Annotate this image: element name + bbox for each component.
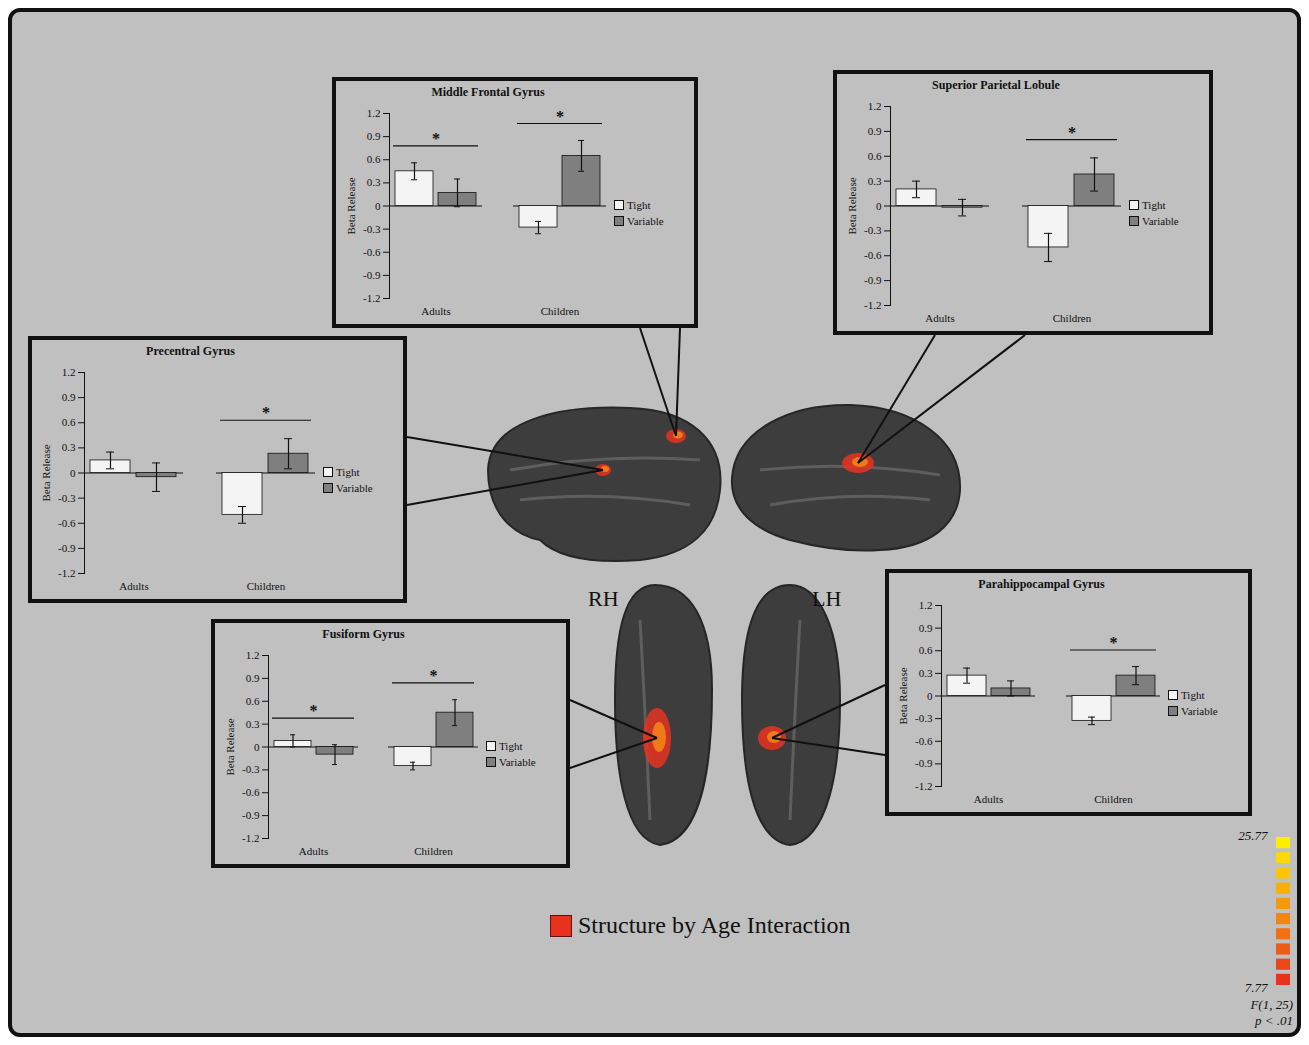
html-text:F(1, 25): F(1, 25) xyxy=(1250,997,1293,1012)
html-text:Parahippocampal Gyrus: Parahippocampal Gyrus xyxy=(978,577,1105,591)
svg-text:0.3: 0.3 xyxy=(868,175,882,187)
svg-text:0: 0 xyxy=(927,690,933,702)
svg-text:-0.6: -0.6 xyxy=(864,249,882,261)
html-text:Fusiform Gyrus: Fusiform Gyrus xyxy=(322,627,405,641)
svg-text:-1.2: -1.2 xyxy=(58,567,75,579)
html-text:Variable: Variable xyxy=(627,214,664,227)
svg-text:-0.3: -0.3 xyxy=(915,712,933,724)
svg-text:-0.9: -0.9 xyxy=(242,809,260,821)
html-text:Tight: Tight xyxy=(499,739,523,752)
svg-text:-0.9: -0.9 xyxy=(915,757,933,769)
svg-text:Beta Release: Beta Release xyxy=(345,177,357,234)
svg-text:0: 0 xyxy=(254,741,260,753)
html-text:Variable: Variable xyxy=(499,755,536,768)
html-text:RH: RH xyxy=(588,586,619,611)
svg-text:-1.2: -1.2 xyxy=(864,299,881,311)
svg-text:*: * xyxy=(432,130,440,147)
svg-text:0.9: 0.9 xyxy=(246,672,260,684)
svg-text:0.9: 0.9 xyxy=(868,125,882,137)
svg-text:Beta Release: Beta Release xyxy=(224,718,236,775)
svg-text:-0.6: -0.6 xyxy=(915,735,933,747)
svg-text:Children: Children xyxy=(414,845,453,857)
svg-text:-0.3: -0.3 xyxy=(242,763,260,775)
svg-text:-1.2: -1.2 xyxy=(915,780,932,792)
html-text:Variable: Variable xyxy=(1181,704,1218,717)
svg-text:0: 0 xyxy=(375,200,381,212)
html-text:Tight: Tight xyxy=(336,465,360,478)
svg-text:*: * xyxy=(310,702,318,719)
svg-text:-0.6: -0.6 xyxy=(58,517,76,529)
svg-text:-0.3: -0.3 xyxy=(864,224,882,236)
svg-text:1.2: 1.2 xyxy=(246,649,260,661)
html-text:Variable: Variable xyxy=(1142,214,1179,227)
svg-text:Adults: Adults xyxy=(299,845,328,857)
svg-text:Adults: Adults xyxy=(119,580,148,592)
svg-text:0.6: 0.6 xyxy=(868,150,882,162)
svg-text:Beta Release: Beta Release xyxy=(846,177,858,234)
svg-text:0.6: 0.6 xyxy=(62,416,76,428)
html-text:Precentral Gyrus: Precentral Gyrus xyxy=(146,344,235,358)
html-text:Variable: Variable xyxy=(336,481,373,494)
svg-text:-0.3: -0.3 xyxy=(363,223,381,235)
svg-text:0.9: 0.9 xyxy=(367,130,381,142)
html-text:LH: LH xyxy=(812,586,842,611)
svg-text:0.6: 0.6 xyxy=(919,644,933,656)
svg-text:*: * xyxy=(1110,634,1118,651)
svg-text:0.6: 0.6 xyxy=(246,695,260,707)
html-text:Tight: Tight xyxy=(1181,688,1205,701)
html-text:Middle Frontal Gyrus: Middle Frontal Gyrus xyxy=(431,85,545,99)
html-text:p < .01: p < .01 xyxy=(1255,1013,1293,1028)
html-text:Tight: Tight xyxy=(1142,198,1166,211)
svg-text:Children: Children xyxy=(541,305,580,317)
svg-text:Children: Children xyxy=(247,580,286,592)
svg-text:1.2: 1.2 xyxy=(919,599,933,611)
html-text:Superior Parietal Lobule: Superior Parietal Lobule xyxy=(932,78,1060,92)
svg-text:0.3: 0.3 xyxy=(367,176,381,188)
html-text:Tight: Tight xyxy=(627,198,651,211)
svg-text:0.9: 0.9 xyxy=(62,391,76,403)
svg-text:*: * xyxy=(262,404,270,421)
svg-text:Adults: Adults xyxy=(421,305,450,317)
svg-text:Children: Children xyxy=(1053,312,1092,324)
svg-text:-0.6: -0.6 xyxy=(242,786,260,798)
svg-text:Adults: Adults xyxy=(925,312,954,324)
svg-text:-0.9: -0.9 xyxy=(58,542,76,554)
svg-text:*: * xyxy=(430,667,438,684)
svg-text:-0.3: -0.3 xyxy=(58,492,76,504)
svg-text:1.2: 1.2 xyxy=(367,107,381,119)
svg-text:0: 0 xyxy=(70,467,76,479)
svg-text:*: * xyxy=(1068,124,1076,141)
svg-text:-0.6: -0.6 xyxy=(363,246,381,258)
svg-text:-1.2: -1.2 xyxy=(363,292,380,304)
svg-text:-0.9: -0.9 xyxy=(363,269,381,281)
svg-text:Children: Children xyxy=(1094,793,1133,805)
svg-text:0.3: 0.3 xyxy=(919,667,933,679)
svg-text:0: 0 xyxy=(876,200,882,212)
html-text:Structure by Age Interaction: Structure by Age Interaction xyxy=(578,912,851,938)
svg-text:Adults: Adults xyxy=(974,793,1003,805)
svg-text:1.2: 1.2 xyxy=(868,100,882,112)
svg-text:0.3: 0.3 xyxy=(246,718,260,730)
svg-text:25.77: 25.77 xyxy=(1238,828,1268,843)
svg-text:*: * xyxy=(556,108,564,125)
svg-text:0.9: 0.9 xyxy=(919,622,933,634)
svg-text:1.2: 1.2 xyxy=(62,366,76,378)
svg-text:Beta Release: Beta Release xyxy=(40,444,52,501)
svg-text:0.3: 0.3 xyxy=(62,441,76,453)
svg-text:Beta Release: Beta Release xyxy=(897,667,909,724)
svg-text:-0.9: -0.9 xyxy=(864,274,882,286)
svg-text:7.77: 7.77 xyxy=(1245,980,1268,995)
svg-text:-1.2: -1.2 xyxy=(242,832,259,844)
svg-text:0.6: 0.6 xyxy=(367,153,381,165)
